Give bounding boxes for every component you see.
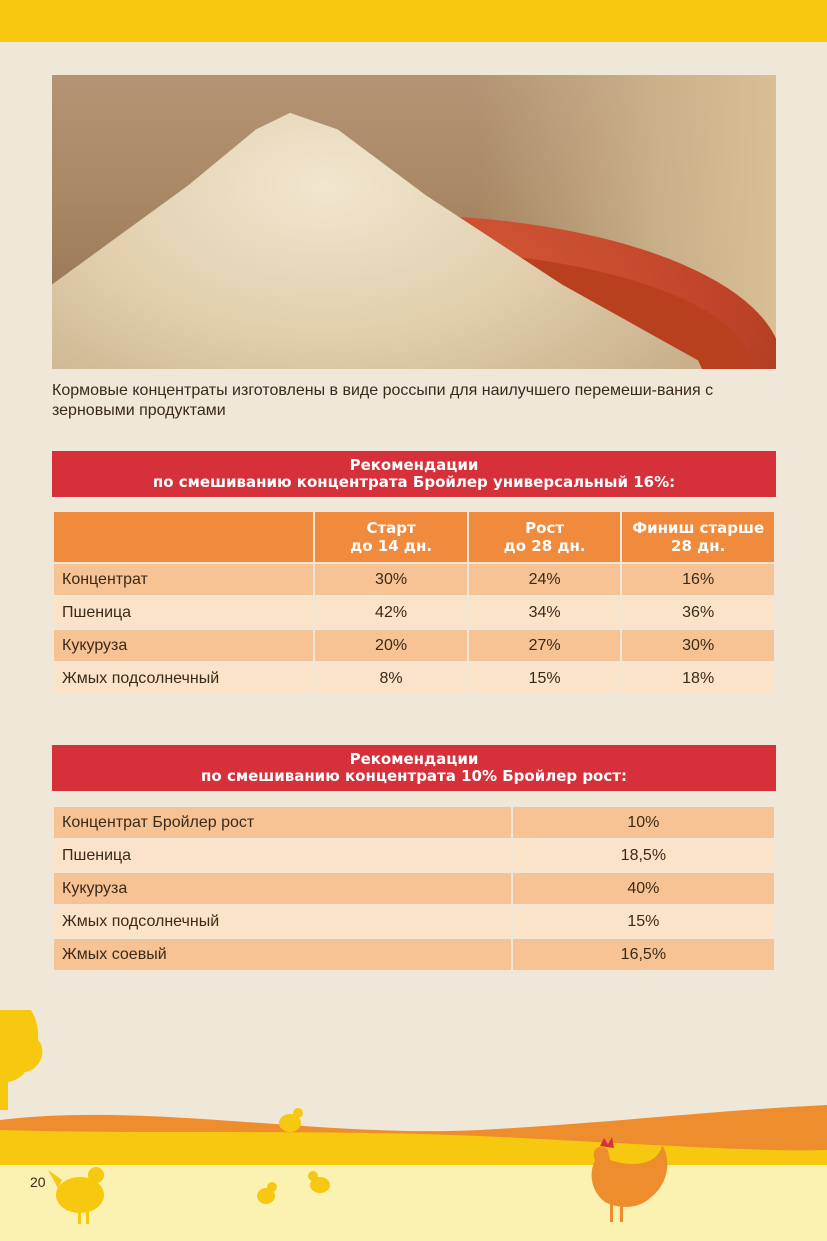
column-start: Старт до 14 дн.: [313, 510, 469, 564]
table2-heading: Рекомендации по смешиванию концентрата 1…: [52, 745, 776, 793]
row-label: Пшеница: [51, 595, 316, 630]
column-growth-period: до 28 дн.: [503, 537, 586, 555]
table-row: Пшеница 42% 34% 36%: [51, 595, 776, 630]
cell-value: 15%: [466, 661, 623, 696]
column-growth-title: Рост: [525, 519, 565, 537]
cell-value: 34%: [466, 595, 623, 630]
column-finish-title: Финиш старше: [632, 519, 765, 537]
cell-value: 42%: [313, 595, 469, 630]
table-row: Концентрат Бройлер рост 10%: [52, 805, 777, 840]
top-color-band: [0, 0, 827, 42]
cell-value: 15%: [510, 904, 777, 939]
cream-ground: [0, 1165, 827, 1241]
chick-icon: [279, 1108, 303, 1132]
table1-heading-line2: по смешиванию концентрата Бройлер универ…: [152, 473, 676, 491]
farm-footer-illustration: [0, 1010, 827, 1241]
column-finish: Финиш старше 28 дн.: [620, 510, 776, 564]
table-row: Кукуруза 20% 27% 30%: [51, 628, 776, 663]
broiler-growth-mix-table: Концентрат Бройлер рост 10% Пшеница 18,5…: [52, 805, 777, 972]
column-finish-period: 28 дн.: [671, 537, 726, 555]
row-label: Кукуруза: [52, 871, 513, 906]
row-label: Пшеница: [52, 838, 513, 873]
hen-icon: [48, 1167, 104, 1224]
cell-value: 10%: [510, 805, 777, 840]
row-label: Концентрат Бройлер рост: [52, 805, 513, 840]
cell-value: 16%: [620, 562, 776, 597]
table1-heading: Рекомендации по смешиванию концентрата Б…: [52, 451, 776, 499]
row-label: Жмых подсолнечный: [52, 904, 513, 939]
cell-value: 16,5%: [510, 937, 777, 972]
cell-value: 18,5%: [510, 838, 777, 873]
bran-bowl-photo: [52, 75, 776, 369]
cell-value: 30%: [620, 628, 776, 663]
table-row: Кукуруза 40%: [52, 871, 777, 906]
table1-heading-line1: Рекомендации: [349, 456, 479, 474]
cell-value: 24%: [466, 562, 623, 597]
row-label: Жмых подсолнечный: [51, 661, 316, 696]
cell-value: 40%: [510, 871, 777, 906]
table-row: Жмых подсолнечный 8% 15% 18%: [51, 661, 776, 696]
table-row: Пшеница 18,5%: [52, 838, 777, 873]
chick-icon: [257, 1182, 277, 1204]
column-start-period: до 14 дн.: [350, 537, 433, 555]
table-row: Жмых подсолнечный 15%: [52, 904, 777, 939]
row-label: Кукуруза: [51, 628, 316, 663]
page-number: 20: [30, 1174, 46, 1190]
cell-value: 36%: [620, 595, 776, 630]
table2-heading-line1: Рекомендации: [349, 750, 479, 768]
cell-value: 8%: [313, 661, 469, 696]
cell-value: 30%: [313, 562, 469, 597]
column-start-title: Старт: [366, 519, 416, 537]
row-label: Концентрат: [51, 562, 316, 597]
table-row: Концентрат 30% 24% 16%: [51, 562, 776, 597]
table1-header-empty: [51, 510, 316, 564]
cell-value: 20%: [313, 628, 469, 663]
table2-heading-line2: по смешиванию концентрата 10% Бройлер ро…: [201, 767, 627, 785]
table1-header-row: Старт до 14 дн. Рост до 28 дн. Финиш старш…: [51, 510, 776, 564]
photo-caption: Кормовые концентраты изготовлены в виде …: [52, 382, 714, 419]
rooster-icon: [591, 1137, 668, 1222]
cell-value: 27%: [466, 628, 623, 663]
broiler-universal-mix-table: Старт до 14 дн. Рост до 28 дн. Финиш старш…: [51, 510, 776, 696]
row-label: Жмых соевый: [52, 937, 513, 972]
cell-value: 18%: [620, 661, 776, 696]
tree-icon: [0, 1010, 43, 1110]
column-growth: Рост до 28 дн.: [466, 510, 623, 564]
table-row: Жмых соевый 16,5%: [52, 937, 777, 972]
chick-icon: [308, 1171, 330, 1193]
